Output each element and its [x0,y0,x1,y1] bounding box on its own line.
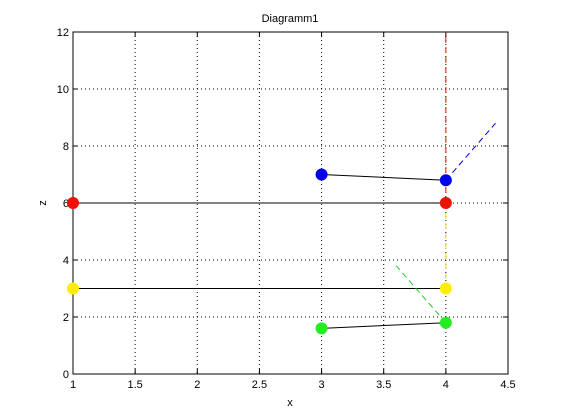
dashed-segment [395,265,447,324]
x-tick-label: 2 [194,379,200,391]
y-tick-label: 12 [57,27,69,39]
data-point-marker [315,168,328,181]
x-tick-label: 4 [443,379,449,391]
series-layer [73,32,496,329]
x-tick-label: 1 [70,379,76,391]
data-point-marker [439,174,452,187]
data-point-marker [439,316,452,329]
data-point-marker [67,197,79,209]
chart-title: Diagramm1 [262,13,319,25]
x-tick-label: 3.5 [376,379,391,391]
y-tick-label: 10 [57,84,69,96]
x-axis-label: x [287,397,293,409]
x-tick-label: 4.5 [500,379,515,391]
solid-segment [321,174,446,181]
y-axis-label: z [37,200,49,206]
data-point-marker [67,282,79,295]
x-tick-label: 2.5 [252,379,267,391]
y-tick-label: 8 [63,141,69,153]
axis-ticks: 1 1.5 2 2.5 3 3.5 4 4.5 0 2 4 6 8 10 12 [57,27,516,391]
data-point-marker [315,322,328,335]
marker-layer [67,168,452,335]
solid-segment [321,322,446,329]
data-point-marker [439,282,452,295]
y-tick-label: 6 [63,198,69,210]
data-point-marker [439,197,452,209]
dashed-segment [445,122,496,181]
x-tick-label: 1.5 [127,379,142,391]
y-tick-label: 4 [63,255,69,267]
x-tick-label: 3 [319,379,325,391]
y-tick-label: 0 [63,369,69,381]
y-tick-label: 2 [63,312,69,324]
